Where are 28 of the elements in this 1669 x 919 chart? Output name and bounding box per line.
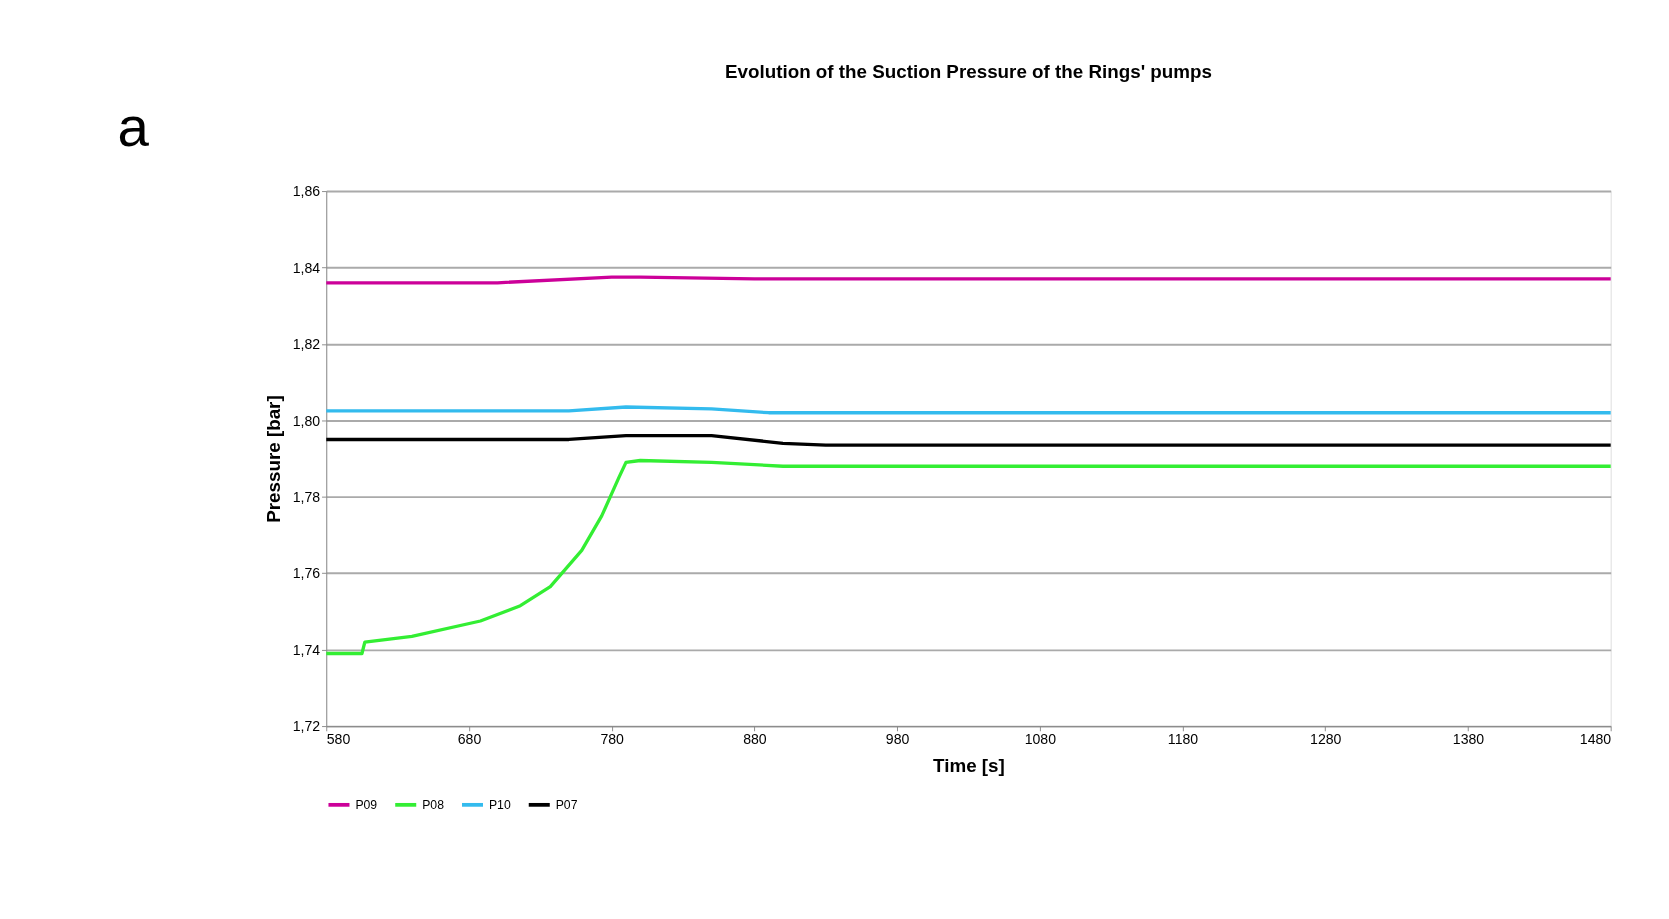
x-axis-title: Time [s] — [933, 754, 1005, 776]
line-series — [324, 434, 1613, 447]
y-tick-label: 1,82 — [292, 336, 321, 353]
text: a — [117, 94, 150, 158]
x-tick-label: 780 — [600, 731, 625, 748]
chart-title: Evolution of the Suction Pressure of the Rings' pumps — [725, 61, 1212, 83]
x-tick-label: 680 — [457, 731, 482, 748]
line-series — [324, 458, 1613, 656]
legend-label: P08 — [422, 797, 445, 812]
y-tick-label: 1,72 — [292, 718, 321, 735]
x-tick-label: 1480 — [1579, 731, 1612, 748]
y-axis-title: Pressure [bar] — [262, 395, 284, 523]
y-tick-label: 1,74 — [292, 641, 321, 658]
x-tick-label: 980 — [885, 731, 910, 748]
legend-label: P07 — [555, 797, 578, 812]
y-tick-label: 1,84 — [292, 259, 321, 276]
x-tick-label: 1080 — [1024, 731, 1057, 748]
x-tick-label: 1380 — [1452, 731, 1485, 748]
legend-label: P09 — [355, 797, 378, 812]
y-tick-label: 1,80 — [292, 412, 321, 429]
x-tick-label: 880 — [743, 731, 767, 748]
y-tick-label: 1,76 — [292, 565, 321, 582]
y-tick-label: 1,78 — [292, 488, 321, 505]
x-tick-label: 1280 — [1310, 731, 1342, 748]
x-tick-label: 1180 — [1167, 731, 1199, 748]
y-tick-label: 1,86 — [292, 183, 321, 200]
legend-label: P10 — [488, 797, 511, 812]
x-tick-label: 580 — [326, 731, 351, 748]
